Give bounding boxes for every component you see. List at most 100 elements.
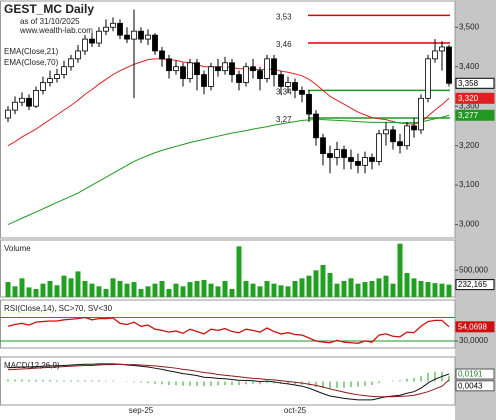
panel-title: RSI(Close,14), SC>70, SV<30 [4,304,113,313]
volume-bar [222,281,228,297]
volume-bar [257,286,263,297]
candle-body [271,58,277,76]
volume-bar [411,278,417,297]
candle-body [376,133,382,162]
candle-body [61,66,67,76]
volume-bar [236,246,242,297]
volume-bar [299,278,305,297]
candle-body [166,58,172,72]
level-label: 3,34 [276,88,292,97]
candle-body [369,157,375,162]
volume-bar [138,289,144,297]
candle-body [215,66,221,72]
volume-bar [306,275,312,297]
last-value-label-box [455,77,495,89]
candle-body [439,46,445,52]
level-label: 3,53 [276,13,292,22]
volume-bar [5,282,11,297]
volume-bar [26,287,32,297]
candle-body [320,137,326,154]
volume-bar [439,283,445,297]
candle-body [194,62,200,76]
y-tick-label: 30,0000 [459,336,488,345]
candle-body [306,93,312,115]
candle-body [103,26,109,32]
candle-body [236,74,242,83]
volume-bar [82,281,88,297]
volume-bar [201,279,207,297]
volume-bar [418,281,424,297]
candle-body [278,74,284,87]
chart-title: GEST_MC Daily [4,2,94,16]
candle-body [68,58,74,68]
panel-frame [0,0,456,239]
y-tick-label: 3,300 [459,101,480,110]
last-value-label: 3,358 [458,79,479,88]
x-tick-label: oct-25 [284,406,307,415]
candle-body [390,129,396,143]
candle-body [222,62,228,72]
volume-bar [383,275,389,297]
candle-body [250,66,256,72]
ema-legend: EMA(Close,21) [4,47,59,56]
candle-body [411,125,417,131]
y-tick-label: 3,000 [459,220,480,229]
candle-body [404,125,410,147]
last-value-label: 232,165 [458,280,487,289]
candle-body [334,149,340,158]
candle-body [208,66,214,87]
candle-body [145,34,151,40]
volume-bar [250,283,256,297]
volume-bar [243,281,249,297]
volume-bar [131,282,137,297]
last-value-label-box [455,92,495,104]
volume-bar [229,289,235,297]
last-value-label: 0,0191 [458,370,483,379]
candle-body [327,153,333,158]
volume-bar [390,283,396,297]
volume-bar [75,271,81,297]
candle-body [124,34,130,40]
volume-bar [355,283,361,297]
chart-subtitle: as of 31/10/2025 [20,17,80,26]
signal-line [7,363,450,398]
candle-body [89,38,95,44]
volume-bar [89,283,95,297]
last-value-label-box [455,109,495,121]
x-tick-label: sep-25 [129,406,154,415]
ema-legend: EMA(Close,70) [4,58,59,67]
panel-frame [0,299,456,349]
ema-line [7,58,450,147]
last-value-label: 3,277 [458,111,479,120]
volume-bar [397,243,403,297]
y-tick-label: 3,400 [459,62,480,71]
volume-bar [348,278,354,297]
candle-body [26,97,32,107]
volume-bar [159,281,165,297]
volume-bar [166,289,172,297]
volume-bar [285,286,291,297]
level-label: 3,46 [276,40,292,49]
candle-body [40,82,46,91]
candle-body [299,90,305,95]
candle-body [418,97,424,131]
y-tick-label: 3,200 [459,141,480,150]
macd-line [7,363,450,401]
candle-body [229,62,235,76]
ema-line [7,114,450,226]
volume-bar [180,286,186,297]
volume-bar [96,286,102,297]
volume-bar [68,278,74,297]
last-value-label: 3,320 [458,94,479,103]
volume-bar [369,281,375,297]
candle-body [292,82,298,91]
volume-bar [33,289,39,297]
volume-bar [152,283,158,297]
volume-bar [194,281,200,297]
last-value-label-box [455,321,495,333]
volume-bar [278,285,284,297]
candle-body [313,113,319,139]
panel-frame [0,239,456,298]
candle-body [243,66,249,83]
